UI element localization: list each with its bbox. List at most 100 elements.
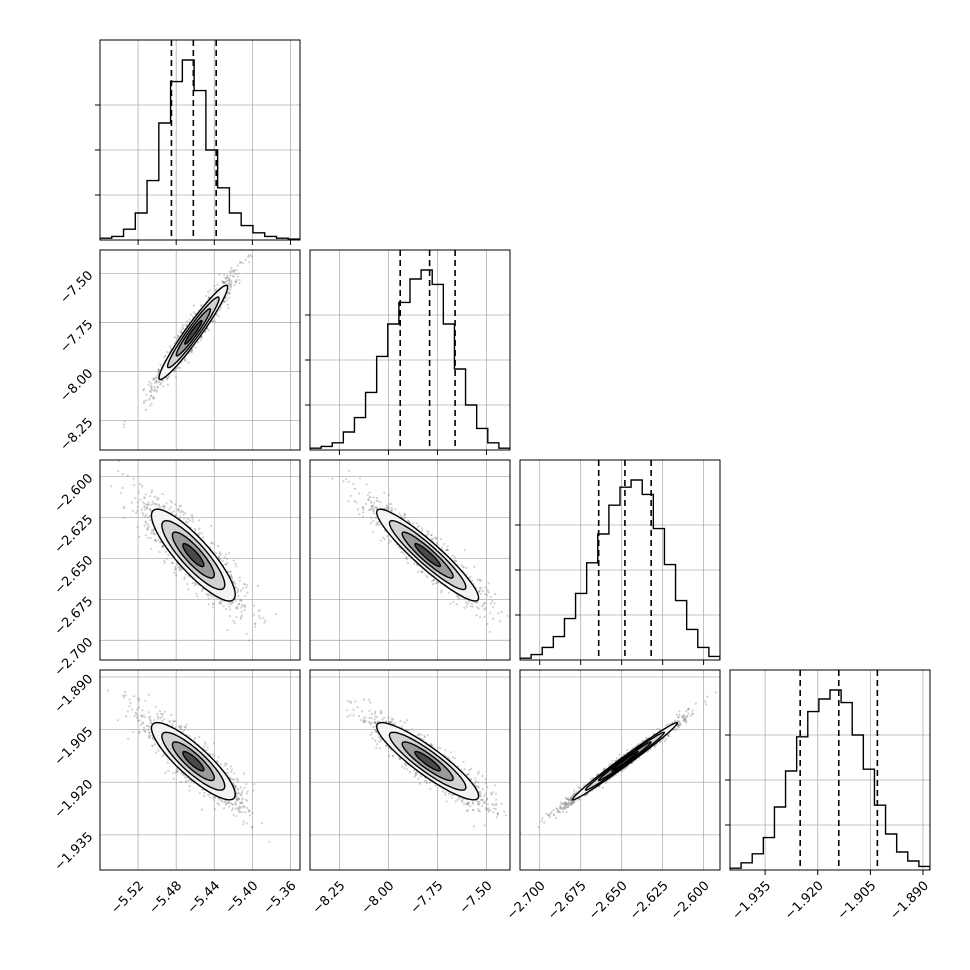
sample-point	[178, 566, 181, 569]
sample-point	[158, 550, 161, 554]
sample-point	[226, 772, 229, 775]
sample-point	[183, 576, 186, 579]
sample-point	[172, 772, 175, 775]
sample-point	[219, 553, 222, 556]
sample-point	[142, 713, 145, 716]
sample-point	[157, 497, 160, 500]
sample-point	[278, 207, 280, 209]
sample-point	[163, 505, 166, 508]
sample-point	[218, 552, 221, 555]
contour-line	[171, 531, 216, 579]
sample-point	[435, 537, 438, 541]
sample-point	[212, 320, 215, 323]
sample-point	[153, 719, 156, 722]
sample-point	[174, 514, 178, 517]
sample-point	[484, 607, 487, 610]
sample-point	[177, 366, 180, 369]
sample-point	[229, 286, 232, 289]
sample-point	[130, 501, 133, 504]
sample-point	[162, 385, 165, 388]
sample-point	[154, 705, 157, 708]
sample-point	[147, 383, 150, 386]
sample-point	[426, 576, 429, 579]
sample-point	[449, 602, 452, 605]
sample-point	[222, 605, 225, 608]
sample-point	[377, 523, 381, 526]
sample-point	[234, 280, 237, 283]
sample-point	[162, 379, 165, 382]
sample-point	[221, 559, 224, 563]
sample-point	[152, 378, 155, 381]
sample-point	[163, 506, 166, 510]
sample-point	[455, 603, 458, 606]
sample-point	[452, 600, 455, 603]
sample-point	[369, 495, 372, 499]
sample-point	[132, 731, 135, 734]
sample-point	[462, 566, 465, 569]
sample-point	[463, 549, 466, 552]
sample-point	[375, 496, 379, 500]
sample-point	[372, 519, 375, 523]
sample-point	[383, 538, 386, 541]
sample-point	[203, 791, 206, 795]
sample-point	[194, 528, 197, 531]
sample-point	[207, 603, 210, 606]
sample-point	[484, 592, 487, 596]
sample-point	[154, 538, 157, 542]
sample-point	[190, 513, 193, 516]
sample-point	[164, 550, 168, 553]
density-fill	[184, 320, 202, 345]
sample-point	[370, 507, 373, 510]
sample-point	[239, 261, 242, 264]
sample-point	[481, 589, 484, 593]
sample-point	[161, 719, 164, 723]
sample-point	[154, 533, 157, 536]
sample-point	[420, 527, 424, 530]
sample-point	[460, 564, 463, 567]
sample-point	[172, 777, 175, 780]
sample-point	[231, 576, 234, 580]
sample-point	[155, 389, 158, 392]
contour-line	[150, 508, 236, 602]
sample-point	[443, 542, 446, 546]
sample-point	[365, 483, 368, 486]
sample-point	[210, 541, 213, 545]
sample-point	[476, 578, 479, 582]
sample-point	[228, 615, 232, 618]
sample-point	[226, 276, 229, 279]
sample-point	[236, 607, 239, 610]
sample-point	[179, 511, 182, 514]
sample-point	[211, 602, 214, 606]
scatter-panel-1-0	[100, 207, 300, 450]
sample-point	[240, 614, 243, 617]
sample-point	[144, 505, 147, 508]
sample-point	[231, 807, 234, 810]
sample-point	[224, 553, 228, 556]
sample-point	[212, 602, 215, 605]
sample-point	[240, 801, 243, 805]
sample-point	[159, 541, 162, 544]
sample-point	[205, 294, 208, 297]
sample-point	[253, 613, 256, 616]
sample-point	[487, 591, 490, 594]
sample-point	[478, 589, 482, 592]
sample-point	[122, 516, 125, 520]
sample-point	[224, 563, 227, 566]
sample-point	[370, 505, 373, 508]
sample-point	[141, 715, 144, 718]
sample-point	[220, 798, 223, 801]
sample-point	[155, 381, 158, 384]
sample-point	[126, 710, 129, 713]
sample-point	[446, 545, 449, 548]
sample-point	[191, 315, 195, 318]
sample-point	[510, 627, 512, 629]
sample-point	[240, 798, 243, 801]
sample-point	[173, 571, 176, 575]
sample-point	[367, 498, 370, 502]
sample-point	[158, 369, 161, 372]
sample-point	[161, 505, 164, 508]
sample-point	[198, 735, 201, 739]
sample-point	[227, 552, 231, 555]
sample-point	[153, 495, 156, 498]
sample-point	[250, 255, 253, 258]
